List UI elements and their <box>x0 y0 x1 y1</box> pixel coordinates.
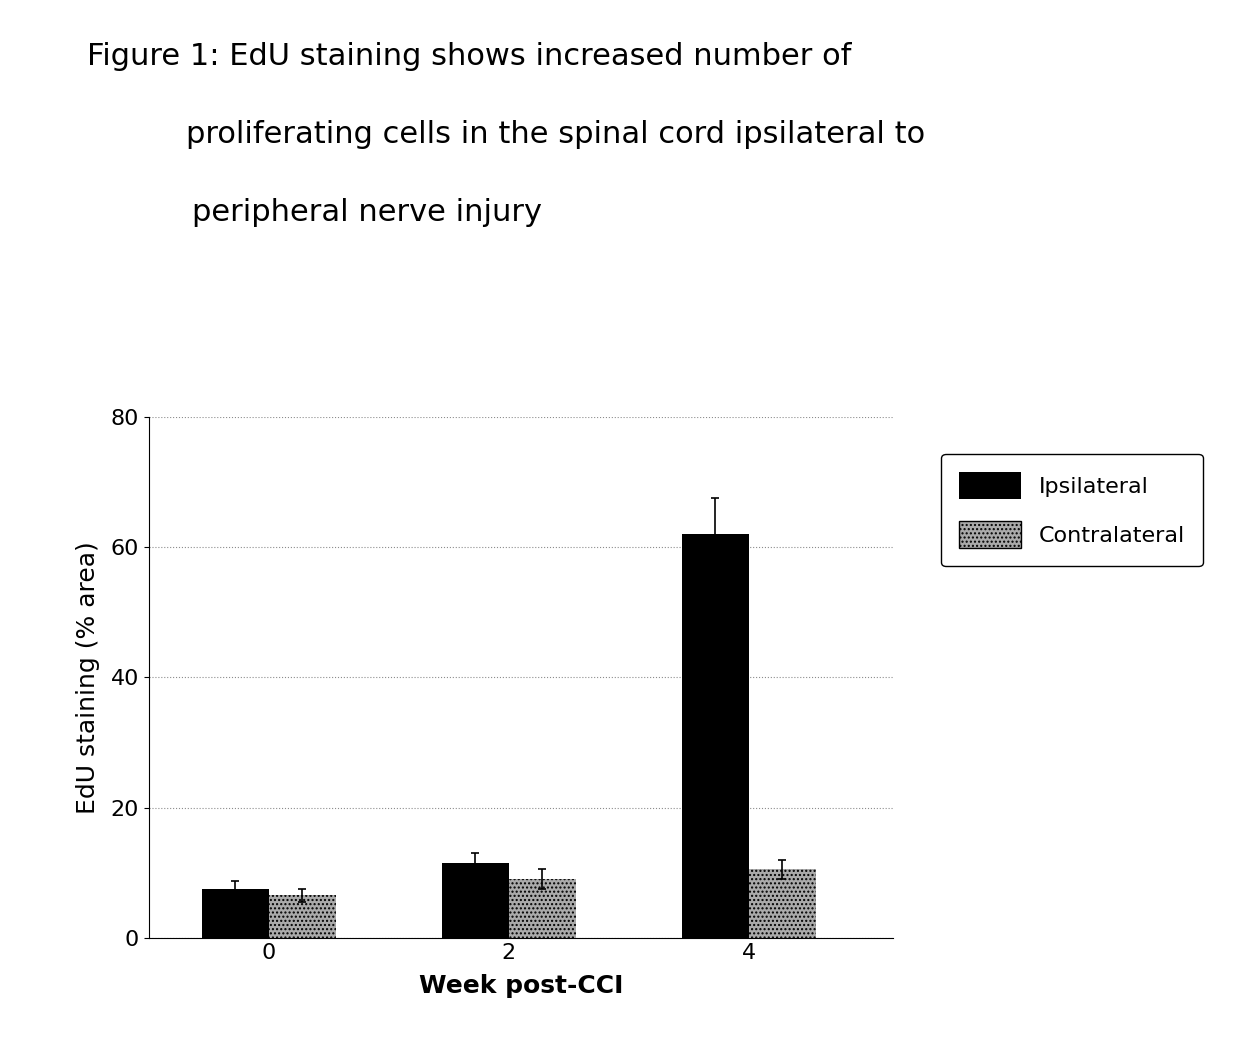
Bar <box>269 895 336 938</box>
Text: proliferating cells in the spinal cord ipsilateral to: proliferating cells in the spinal cord i… <box>186 120 925 149</box>
X-axis label: Week post-CCI: Week post-CCI <box>419 974 622 998</box>
Bar <box>508 879 577 938</box>
Y-axis label: EdU staining (% area): EdU staining (% area) <box>76 541 99 814</box>
Text: Figure 1: EdU staining shows increased number of: Figure 1: EdU staining shows increased n… <box>87 42 851 71</box>
Text: peripheral nerve injury: peripheral nerve injury <box>192 198 542 227</box>
Bar <box>749 869 816 938</box>
Legend: Ipsilateral, Contralateral: Ipsilateral, Contralateral <box>941 454 1203 566</box>
Bar <box>202 889 269 938</box>
Bar <box>441 863 508 938</box>
Bar <box>682 535 749 938</box>
